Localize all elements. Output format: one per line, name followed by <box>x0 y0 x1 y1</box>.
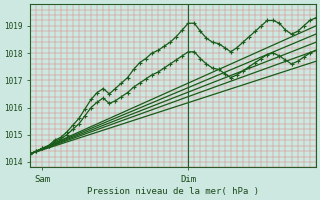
X-axis label: Pression niveau de la mer( hPa ): Pression niveau de la mer( hPa ) <box>87 187 259 196</box>
